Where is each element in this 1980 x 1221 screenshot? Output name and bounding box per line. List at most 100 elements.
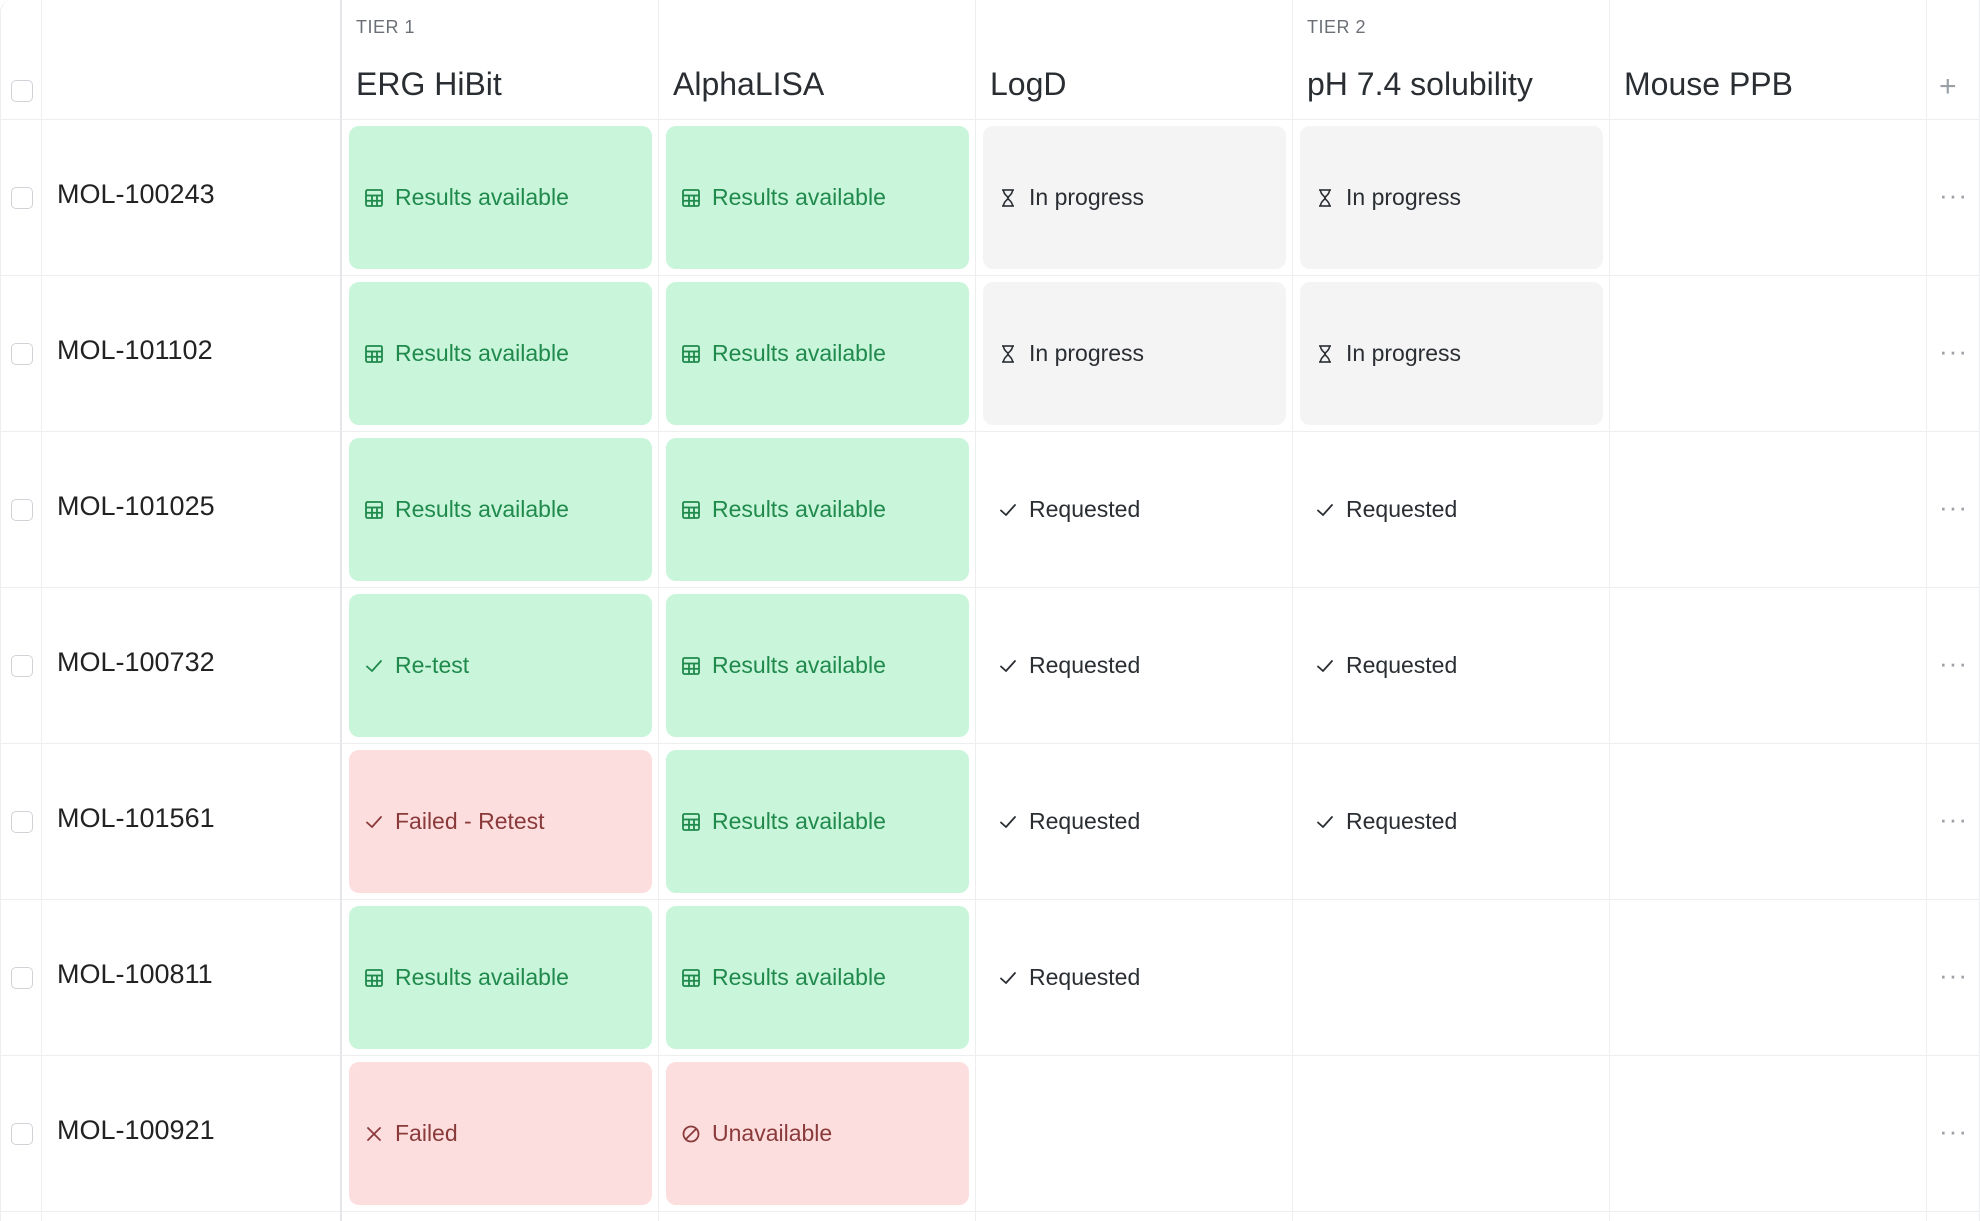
status-cell[interactable]: Results available	[342, 120, 659, 276]
status-label: Requested	[1346, 808, 1458, 834]
row-checkbox[interactable]	[11, 655, 33, 677]
status-cell[interactable]: Requested	[976, 900, 1293, 1056]
status-cell[interactable]: Results available	[342, 276, 659, 432]
status-cell[interactable]	[1610, 900, 1927, 1056]
column-header-erg-hibit[interactable]: TIER 1 ERG HiBit	[342, 0, 659, 120]
status-badge: Results available	[666, 282, 969, 425]
molecule-id-cell[interactable]: MOL-101561	[42, 744, 342, 900]
column-title: AlphaLISA	[673, 66, 825, 102]
table-footer-cell	[1610, 1212, 1927, 1221]
molecule-id: MOL-101561	[57, 803, 215, 833]
status-label: In progress	[1029, 340, 1145, 366]
status-cell[interactable]: Results available	[659, 120, 976, 276]
status-cell[interactable]: Results available	[659, 744, 976, 900]
status-cell[interactable]: Requested	[976, 744, 1293, 900]
plus-icon[interactable]: +	[1939, 70, 1957, 103]
status-cell[interactable]: In progress	[1293, 276, 1610, 432]
table-icon	[680, 811, 702, 833]
status-cell[interactable]: Re-test	[342, 588, 659, 744]
column-header-ph-solubility[interactable]: TIER 2 pH 7.4 solubility	[1293, 0, 1610, 120]
more-horizontal-icon[interactable]: ···	[1939, 492, 1968, 522]
status-badge: Unavailable	[666, 1062, 969, 1205]
status-cell[interactable]: Requested	[1293, 432, 1610, 588]
status-label: Requested	[1029, 964, 1141, 990]
row-checkbox[interactable]	[11, 967, 33, 989]
status-badge: Results available	[666, 906, 969, 1049]
status-cell[interactable]: In progress	[1293, 120, 1610, 276]
status-badge: Failed	[349, 1062, 652, 1205]
status-cell[interactable]: Results available	[342, 900, 659, 1056]
status-cell[interactable]: Results available	[342, 432, 659, 588]
status-cell[interactable]: In progress	[976, 120, 1293, 276]
status-cell[interactable]: Failed	[342, 1056, 659, 1212]
status-cell[interactable]	[1293, 1056, 1610, 1212]
more-horizontal-icon[interactable]: ···	[1939, 648, 1968, 678]
status-cell[interactable]: Requested	[1293, 744, 1610, 900]
row-checkbox[interactable]	[11, 811, 33, 833]
status-badge: Results available	[666, 750, 969, 893]
row-select-cell	[0, 120, 42, 276]
status-label: Results available	[395, 184, 569, 210]
select-all-checkbox[interactable]	[11, 80, 33, 102]
more-horizontal-icon[interactable]: ···	[1939, 336, 1968, 366]
status-cell[interactable]	[1610, 1056, 1927, 1212]
check-icon	[1314, 811, 1336, 833]
check-icon	[363, 811, 385, 833]
status-cell[interactable]: Results available	[659, 900, 976, 1056]
row-checkbox[interactable]	[11, 1123, 33, 1145]
row-select-cell	[0, 432, 42, 588]
column-header-logd[interactable]: LogD	[976, 0, 1293, 120]
status-badge: In progress	[1300, 126, 1603, 269]
more-horizontal-icon[interactable]: ···	[1939, 960, 1968, 990]
molecule-id-cell[interactable]: MOL-100921	[42, 1056, 342, 1212]
molecule-id-cell[interactable]: MOL-100732	[42, 588, 342, 744]
status-cell[interactable]	[1610, 120, 1927, 276]
row-select-cell	[0, 276, 42, 432]
status-label: Failed	[395, 1120, 458, 1146]
status-badge: In progress	[983, 282, 1286, 425]
row-checkbox[interactable]	[11, 343, 33, 365]
row-menu-cell: ···	[1927, 900, 1980, 1056]
status-cell[interactable]	[1293, 900, 1610, 1056]
status-cell[interactable]	[976, 1056, 1293, 1212]
status-cell[interactable]: Results available	[659, 432, 976, 588]
status-cell[interactable]: Requested	[976, 432, 1293, 588]
status-cell[interactable]: Requested	[976, 588, 1293, 744]
status-cell[interactable]: In progress	[976, 276, 1293, 432]
status-badge: Requested	[983, 750, 1286, 893]
row-menu-cell: ···	[1927, 432, 1980, 588]
row-menu-cell: ···	[1927, 276, 1980, 432]
column-header-mouse-ppb[interactable]: Mouse PPB	[1610, 0, 1927, 120]
more-horizontal-icon[interactable]: ···	[1939, 804, 1968, 834]
status-cell[interactable]: Results available	[659, 588, 976, 744]
check-icon	[997, 499, 1019, 521]
status-label: Requested	[1029, 496, 1141, 522]
status-cell[interactable]	[1610, 744, 1927, 900]
status-badge: Results available	[349, 906, 652, 1049]
status-cell[interactable]: Requested	[1293, 588, 1610, 744]
molecule-id-cell[interactable]: MOL-100243	[42, 120, 342, 276]
status-badge: Re-test	[349, 594, 652, 737]
check-icon	[363, 655, 385, 677]
row-checkbox[interactable]	[11, 499, 33, 521]
more-horizontal-icon[interactable]: ···	[1939, 1116, 1968, 1146]
row-checkbox[interactable]	[11, 187, 33, 209]
status-badge: Results available	[349, 282, 652, 425]
status-cell[interactable]	[1610, 588, 1927, 744]
molecule-id-cell[interactable]: MOL-101025	[42, 432, 342, 588]
status-cell[interactable]	[1610, 276, 1927, 432]
status-label: Failed - Retest	[395, 808, 545, 834]
column-title: Mouse PPB	[1624, 66, 1793, 102]
status-label: Results available	[712, 340, 886, 366]
status-cell[interactable]: Results available	[659, 276, 976, 432]
molecule-id-cell[interactable]: MOL-101102	[42, 276, 342, 432]
status-cell[interactable]: Unavailable	[659, 1056, 976, 1212]
status-cell[interactable]: Failed - Retest	[342, 744, 659, 900]
table-footer-cell	[0, 1212, 42, 1221]
status-cell[interactable]	[1610, 432, 1927, 588]
add-column-cell: +	[1927, 0, 1980, 120]
hourglass-icon	[997, 187, 1019, 209]
column-header-alphalisa[interactable]: AlphaLISA	[659, 0, 976, 120]
molecule-id-cell[interactable]: MOL-100811	[42, 900, 342, 1056]
more-horizontal-icon[interactable]: ···	[1939, 180, 1968, 210]
